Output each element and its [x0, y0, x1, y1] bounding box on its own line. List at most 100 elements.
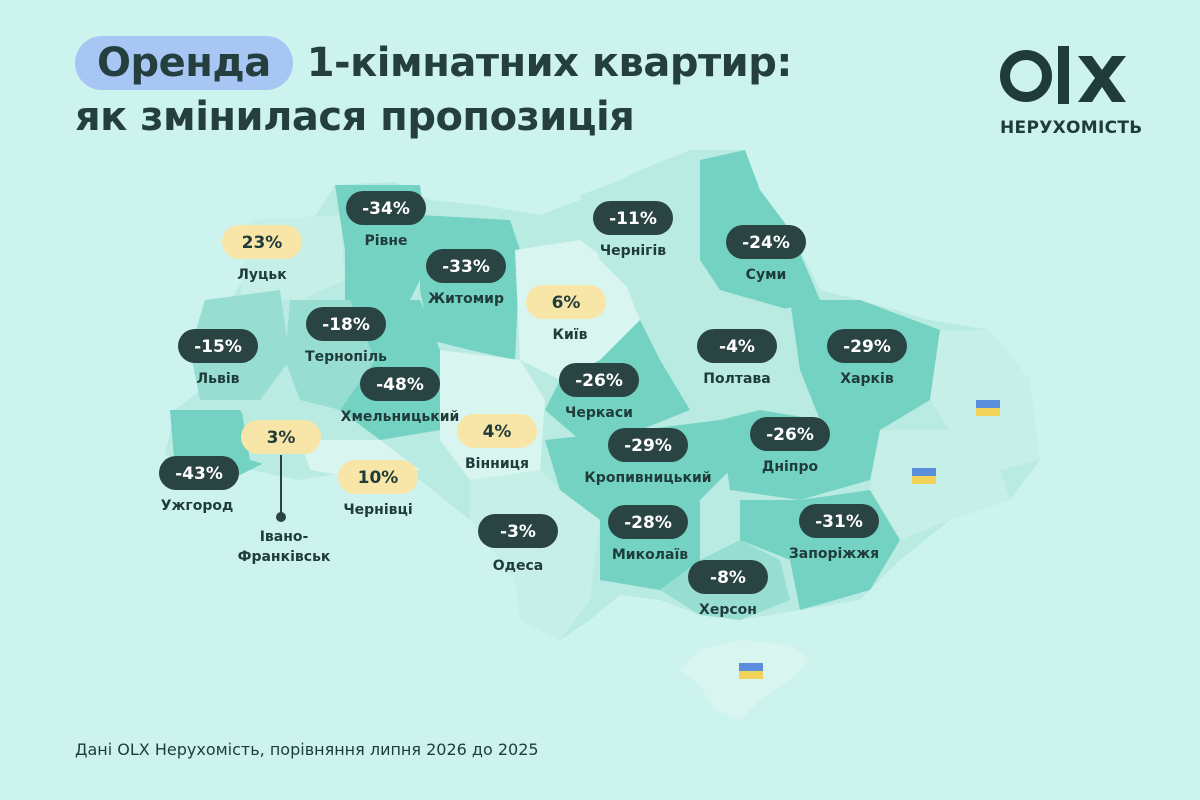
region-badge-khmelnytskyi: -48% Хмельницький [341, 367, 460, 425]
region-value: -33% [442, 257, 490, 277]
badge-pill [608, 428, 688, 462]
page-title: Оренда 1-кімнатних квартир: як змінилася … [75, 36, 792, 144]
region-badge-odesa: -3% Одеса [478, 514, 558, 574]
region-badge-zhytomyr: -33% Житомир [426, 249, 506, 307]
flag-icon [976, 400, 1000, 416]
region-value: -11% [609, 209, 657, 229]
region-badge-kyiv: 6% Київ [526, 285, 606, 343]
region-value: -24% [742, 233, 790, 253]
region-city-name: Харків [840, 371, 894, 387]
badge-pill [426, 249, 506, 283]
region-value: -43% [175, 464, 223, 484]
region-badge-zaporizhzhia: -31% Запоріжжя [789, 504, 879, 562]
badge-pill [178, 329, 258, 363]
title-highlight-pill: Оренда [75, 36, 293, 90]
badge-pill [526, 285, 606, 319]
flag-icon [912, 468, 936, 484]
badge-pill [750, 417, 830, 451]
region-value: -26% [575, 371, 623, 391]
badge-pill [360, 367, 440, 401]
region-badge-uzhhorod: -43% Ужгород [159, 456, 239, 514]
region-value: -4% [719, 337, 755, 357]
region-city-name: Миколаїв [612, 547, 688, 563]
region-value: -8% [710, 568, 746, 588]
region-value: 3% [267, 428, 296, 448]
region-badge-poltava: -4% Полтава [697, 329, 777, 387]
badge-pill [241, 420, 321, 454]
olx-logo-mark [1000, 46, 1126, 104]
region-badge-kropyvnytskyi: -29% Кропивницький [584, 428, 712, 486]
region-labels: -34% Рівне 23% Луцьк -33% Житомир 6% Київ -11% Че… [159, 191, 907, 618]
region-city-name: Черкаси [565, 405, 633, 421]
region-value: -31% [815, 512, 863, 532]
badge-pill [338, 460, 418, 494]
region-city-name: Запоріжжя [789, 546, 879, 562]
region-city-name: Київ [553, 327, 588, 343]
badge-pill [559, 363, 639, 397]
region-badge-ternopil: -18% Тернопіль [305, 307, 387, 365]
region-city-name: Дніпро [762, 459, 819, 475]
title-line-1-text: 1-кімнатних квартир: [306, 40, 793, 86]
title-line-1: Оренда 1-кімнатних квартир: [75, 36, 792, 90]
region-city-name: Луцьк [237, 267, 287, 283]
badge-pill [478, 514, 558, 548]
badge-pill [159, 456, 239, 490]
region-badge-sumy: -24% Суми [726, 225, 806, 283]
region-value: -3% [500, 522, 536, 542]
region-value: -29% [843, 337, 891, 357]
badge-pill [222, 225, 302, 259]
if-pointer-dot [276, 512, 286, 522]
region-value: 4% [483, 422, 512, 442]
region-city-name: Хмельницький [341, 409, 460, 425]
region-city-name: Житомир [428, 291, 504, 307]
region-badge-dnipro: -26% Дніпро [750, 417, 830, 475]
badge-pill [688, 560, 768, 594]
badge-pill [593, 201, 673, 235]
region-city-name: Полтава [703, 371, 770, 387]
region-badge-kharkiv: -29% Харків [827, 329, 907, 387]
crimea-outline [680, 640, 810, 720]
region-badge-mykolaiv: -28% Миколаїв [608, 505, 688, 563]
region-city-name: Суми [746, 267, 787, 283]
flag-icon [739, 663, 763, 679]
region-value: -18% [322, 315, 370, 335]
region-badge-rivne: -34% Рівне [346, 191, 426, 249]
region-badge-vinnytsia: 4% Вінниця [457, 414, 537, 472]
region-badge-kherson: -8% Херсон [688, 560, 768, 618]
region-city-name: Вінниця [465, 456, 529, 472]
title-line-2: як змінилася пропозиція [75, 94, 635, 140]
region-city-name: Чернівці [343, 502, 412, 518]
region-value: -26% [766, 425, 814, 445]
region-badge-lutsk: 23% Луцьк [222, 225, 302, 283]
badge-pill [608, 505, 688, 539]
badge-pill [346, 191, 426, 225]
region-value: -48% [376, 375, 424, 395]
footer-source: Дані OLX Нерухомість, порівняння липня 2… [75, 740, 539, 759]
badge-pill [799, 504, 879, 538]
region-city-name: Ужгород [161, 498, 234, 514]
region-city-name: Рівне [364, 233, 407, 249]
region-donetsk [870, 430, 1010, 540]
region-badge-cherkasy: -26% Черкаси [559, 363, 639, 421]
region-city-name: Кропивницький [584, 470, 711, 486]
region-badge-chernivtsi: 10% Чернівці [338, 460, 418, 518]
region-value: 10% [358, 468, 399, 488]
region-city-name: Івано-Франківськ [238, 529, 331, 565]
badge-pill [726, 225, 806, 259]
region-value: -15% [194, 337, 242, 357]
badge-pill [306, 307, 386, 341]
region-value: 23% [242, 233, 283, 253]
region-badge-chernihiv: -11% Чернігів [593, 201, 673, 259]
region-kharkiv [790, 300, 940, 430]
region-badge-lviv: -15% Львів [178, 329, 258, 387]
logo-subtitle: НЕРУХОМІСТЬ [1000, 118, 1143, 138]
region-value: -34% [362, 199, 410, 219]
olx-logo: НЕРУХОМІСТЬ [1000, 42, 1143, 142]
badge-pill [827, 329, 907, 363]
badge-pill [457, 414, 537, 448]
region-odesa [470, 470, 600, 640]
region-city-name: Тернопіль [305, 349, 387, 365]
region-city-name: Херсон [699, 602, 757, 618]
region-city-name: Чернігів [600, 243, 666, 259]
